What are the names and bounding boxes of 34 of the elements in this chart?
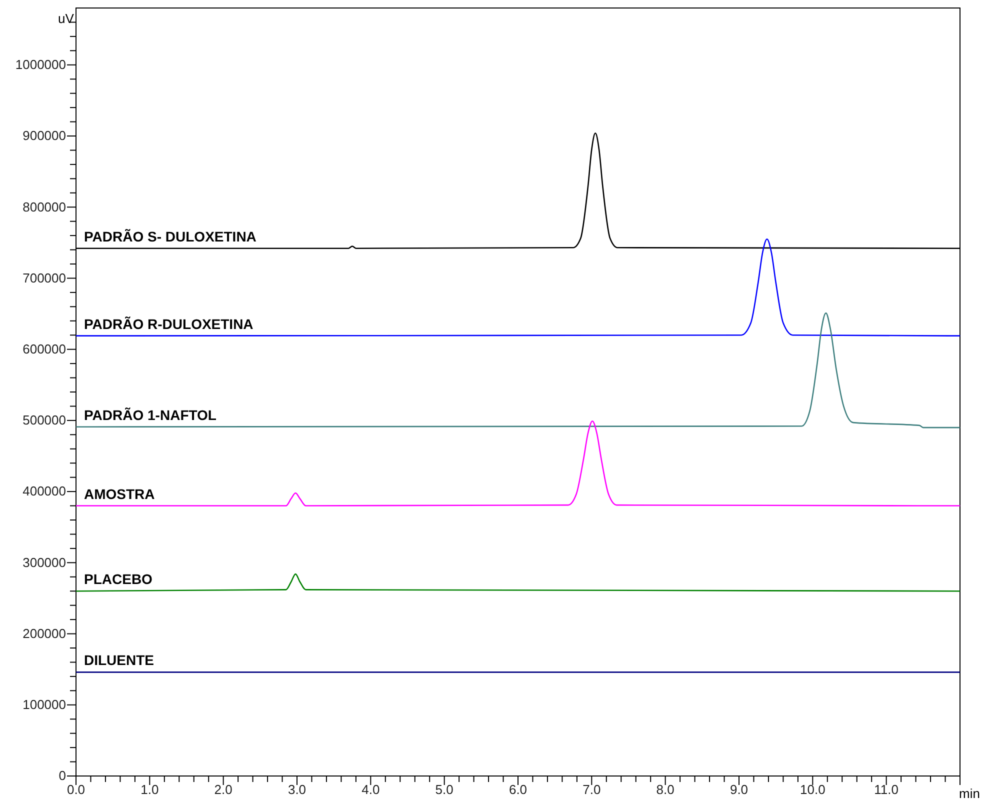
annotation: PLACEBO bbox=[84, 571, 153, 588]
x-tick-label: 3.0 bbox=[288, 782, 306, 798]
y-tick-label: 900000 bbox=[22, 128, 66, 144]
x-tick-label: 9.0 bbox=[730, 782, 748, 798]
x-tick-label: 10.0 bbox=[800, 782, 826, 798]
y-tick-label: 100000 bbox=[22, 697, 66, 712]
y-tick-label: 400000 bbox=[22, 484, 66, 499]
y-tick-label: 600000 bbox=[22, 341, 66, 356]
x-tick-label: 5.0 bbox=[435, 782, 454, 798]
line-series bbox=[75, 312, 961, 428]
annotation: PADRÃO R-DULOXETINA bbox=[84, 316, 254, 332]
annotation: PADRÃO 1-NAFTOL bbox=[84, 406, 217, 423]
x-tick-label: 2.0 bbox=[214, 782, 232, 798]
annotation: PADRÃO S- DULOXETINA bbox=[84, 228, 256, 244]
x-tick-label: 11.0 bbox=[874, 782, 899, 798]
y-tick-label: 0 bbox=[58, 768, 66, 784]
x-tick-label: 0.0 bbox=[66, 782, 86, 798]
y-axis-title: uV bbox=[58, 11, 74, 26]
line-series bbox=[75, 573, 961, 592]
y-tick-label: 1000000 bbox=[15, 57, 66, 72]
x-tick-label: 7.0 bbox=[582, 782, 601, 798]
y-tick-label: 200000 bbox=[22, 626, 66, 641]
y-tick-label: 700000 bbox=[22, 270, 66, 286]
x-tick-label: 1.0 bbox=[140, 782, 159, 798]
line-series bbox=[75, 420, 961, 506]
x-tick-label: 8.0 bbox=[656, 782, 674, 798]
y-tick-label: 500000 bbox=[22, 412, 66, 428]
annotation: DILUENTE bbox=[84, 652, 154, 668]
x-axis-title: min bbox=[959, 786, 980, 801]
x-tick-label: 4.0 bbox=[362, 782, 380, 798]
x-tick-label: 6.0 bbox=[508, 782, 528, 798]
y-tick-label: 800000 bbox=[22, 199, 66, 214]
annotation: AMOSTRA bbox=[84, 486, 155, 502]
y-tick-label: 300000 bbox=[22, 554, 66, 570]
